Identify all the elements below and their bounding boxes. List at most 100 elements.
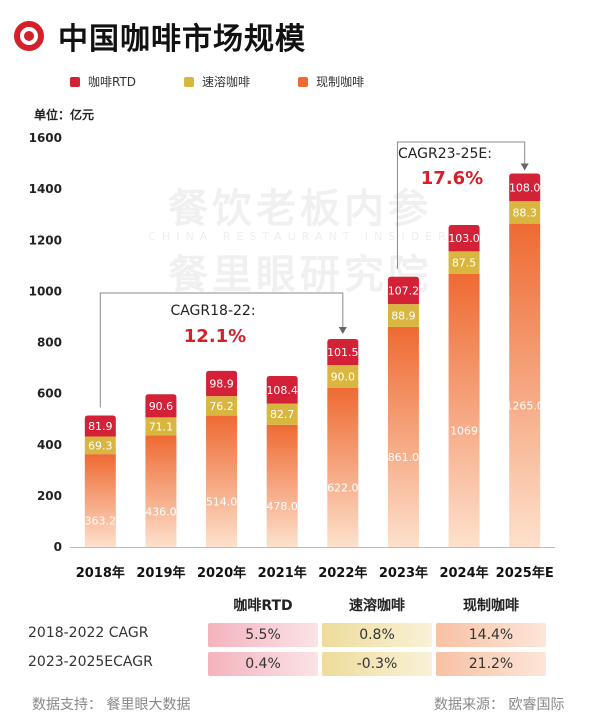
data-label-rtd: 101.5 xyxy=(327,346,359,359)
bar-segment-fresh xyxy=(266,424,298,547)
bar-segment-fresh xyxy=(206,415,238,547)
y-tick-label: 400 xyxy=(37,438,62,452)
cagr-arrow xyxy=(338,327,347,335)
bar-segment-instant xyxy=(84,436,116,455)
cagr-bracket xyxy=(396,141,526,269)
y-tick-label: 0 xyxy=(54,540,62,554)
table-cell: 5.5% xyxy=(208,623,318,647)
bar-segment-fresh xyxy=(448,273,480,547)
y-tick-label: 1200 xyxy=(29,233,62,247)
watermark-text: 餐饮老板内参 xyxy=(168,186,432,232)
table-header-fresh: 现制咖啡 xyxy=(463,598,519,614)
x-tick-label: 2019年 xyxy=(136,565,185,581)
page-title: 中国咖啡市场规模 xyxy=(58,22,306,57)
legend-swatch-instant xyxy=(184,76,195,87)
table-cell: 0.8% xyxy=(322,623,432,647)
data-label-instant: 87.5 xyxy=(452,257,477,270)
data-label-rtd: 90.6 xyxy=(149,400,174,413)
x-tick-label: 2020年 xyxy=(197,565,246,581)
cagr-value: 17.6% xyxy=(421,168,483,189)
bar-segment-fresh xyxy=(84,454,116,547)
legend-swatch-rtd xyxy=(70,76,80,87)
y-tick-label: 1400 xyxy=(29,182,62,196)
bar-segment-fresh xyxy=(327,388,359,547)
x-tick-label: 2025年E xyxy=(496,565,554,581)
table-row-label: 2023-2025ECAGR xyxy=(28,654,153,670)
table-cell: 21.2% xyxy=(436,652,546,676)
bar-segment-rtd xyxy=(266,375,298,404)
cagr-label: CAGR18-22: xyxy=(170,303,255,319)
legend-label-fresh: 现制咖啡 xyxy=(316,75,365,89)
legend-label-rtd: 咖啡RTD xyxy=(88,75,137,89)
table-cell: 0.4% xyxy=(208,652,318,676)
table-row-label: 2018-2022 CAGR xyxy=(28,625,149,641)
cagr-value: 12.1% xyxy=(184,326,246,347)
footer-source-support: 数据支持： 餐里眼大数据 xyxy=(32,697,191,713)
y-tick-label: 800 xyxy=(37,336,62,350)
bar-segment-instant xyxy=(509,201,541,224)
data-label-rtd: 108.4 xyxy=(266,384,298,397)
data-label-instant: 69.3 xyxy=(88,439,113,452)
data-label-rtd: 108.0 xyxy=(509,181,541,194)
bar-segment-rtd xyxy=(206,370,238,397)
table-header-rtd: 咖啡RTD xyxy=(233,598,293,614)
footer-data-source: 数据来源： 欧睿国际 xyxy=(434,697,565,713)
bar-segment-instant xyxy=(448,251,480,274)
x-tick-label: 2022年 xyxy=(318,565,367,581)
data-label-instant: 90.0 xyxy=(331,370,356,383)
y-tick-label: 600 xyxy=(37,387,62,401)
data-label-rtd: 103.0 xyxy=(448,232,480,245)
data-label-fresh: 436.0 xyxy=(145,505,177,518)
data-label-rtd: 81.9 xyxy=(88,420,113,433)
data-label-rtd: 107.2 xyxy=(388,284,420,297)
data-label-fresh: 622.0 xyxy=(327,482,359,495)
data-label-fresh: 861.0 xyxy=(388,451,420,464)
table-cell: 14.4% xyxy=(436,623,546,647)
ring-dot xyxy=(24,31,34,41)
y-tick-label: 1000 xyxy=(29,284,62,298)
data-label-instant: 71.1 xyxy=(149,420,174,433)
x-tick-label: 2024年 xyxy=(439,565,488,581)
cagr-label: CAGR23-25E: xyxy=(398,146,492,162)
watermark-text: CHINA RESTAURANT INSIDER xyxy=(148,230,451,243)
legend-label-instant: 速溶咖啡 xyxy=(202,75,251,89)
bar-segment-instant xyxy=(327,364,359,389)
data-label-instant: 88.3 xyxy=(512,206,537,219)
bar-segment-rtd xyxy=(84,415,116,437)
y-axis-unit: 单位：亿元 xyxy=(34,108,95,122)
bar-segment-fresh xyxy=(387,326,419,547)
legend-item-rtd: 咖啡RTD xyxy=(70,73,136,90)
legend-swatch-fresh xyxy=(298,76,309,87)
watermark-text: 餐里眼研究院 xyxy=(168,252,432,298)
y-tick-label: 200 xyxy=(37,489,62,503)
x-tick-label: 2023年 xyxy=(379,565,428,581)
table-cell: -0.3% xyxy=(322,652,432,676)
bar-segment-fresh xyxy=(509,223,541,547)
bar-segment-fresh xyxy=(145,435,177,547)
data-label-fresh: 478.0 xyxy=(266,500,298,513)
title-row: 中国咖啡市场规模 xyxy=(14,14,306,58)
data-label-fresh: 363.2 xyxy=(85,515,117,528)
cagr-arrow xyxy=(520,163,529,171)
bar-segment-instant xyxy=(145,417,177,436)
legend-item-fresh: 现制咖啡 xyxy=(298,73,364,90)
bar-segment-rtd xyxy=(145,394,177,418)
y-tick-label: 1600 xyxy=(29,131,62,145)
chart-legend: 咖啡RTD 速溶咖啡 现制咖啡 xyxy=(70,73,364,90)
bar-segment-rtd xyxy=(387,276,419,305)
legend-item-instant: 速溶咖啡 xyxy=(184,73,250,90)
bar-segment-rtd xyxy=(448,225,480,252)
data-label-fresh: 1069 xyxy=(450,424,478,437)
data-label-instant: 76.2 xyxy=(209,400,234,413)
data-label-fresh: 514.0 xyxy=(206,495,238,508)
ring-icon xyxy=(14,21,44,51)
data-label-instant: 88.9 xyxy=(391,310,416,323)
x-tick-label: 2021年 xyxy=(258,565,307,581)
bar-segment-rtd xyxy=(327,339,359,365)
bar-segment-instant xyxy=(387,304,419,327)
bar-segment-instant xyxy=(206,396,238,416)
data-label-fresh: 1265.0 xyxy=(505,399,544,412)
bar-segment-rtd xyxy=(509,173,541,202)
data-label-instant: 82.7 xyxy=(270,408,295,421)
